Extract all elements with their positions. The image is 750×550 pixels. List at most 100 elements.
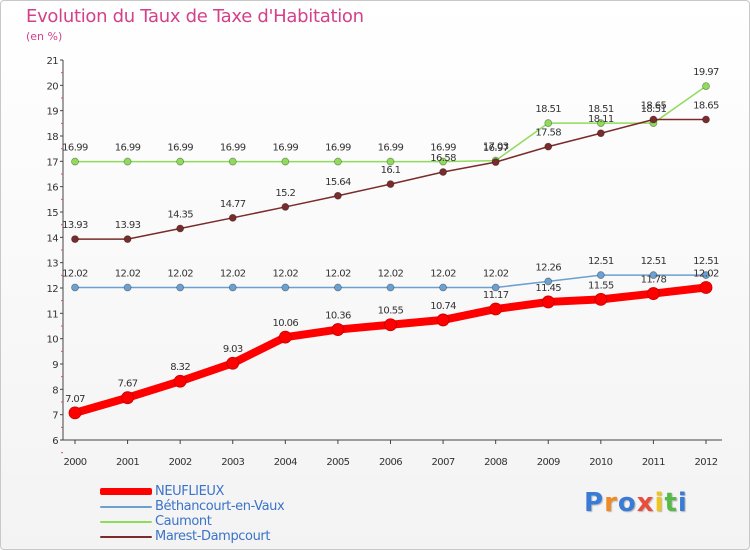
data-label: 18.65 <box>693 101 719 112</box>
data-point <box>649 271 658 279</box>
data-point <box>176 283 185 292</box>
data-label: 15.64 <box>325 177 351 188</box>
data-point <box>491 283 500 292</box>
data-label: 19.97 <box>693 67 719 78</box>
data-label: 16.99 <box>220 143 246 154</box>
data-point <box>439 283 447 292</box>
data-label: 15.2 <box>275 188 295 199</box>
data-label: 11.55 <box>588 280 614 291</box>
data-label: 16.1 <box>381 165 401 176</box>
data-label: 14.77 <box>220 199 246 210</box>
data-point <box>334 283 342 292</box>
data-point <box>228 283 237 292</box>
data-point <box>544 142 553 151</box>
data-point <box>71 157 79 166</box>
data-point <box>331 323 345 336</box>
data-point <box>596 271 605 279</box>
data-point <box>596 119 605 127</box>
legend-label: Béthancourt-en-Vaux <box>155 499 285 514</box>
legend-label: Marest-Dampcourt <box>155 529 271 544</box>
y-tick-label: 14 <box>46 233 58 244</box>
y-tick-label: 21 <box>46 56 58 67</box>
data-point <box>281 157 290 166</box>
data-label: 17.58 <box>535 128 561 139</box>
y-tick-label: 19 <box>46 107 58 118</box>
data-point <box>123 283 132 292</box>
data-point <box>71 235 79 244</box>
data-point <box>123 235 132 244</box>
x-tick-label: 2008 <box>484 457 507 468</box>
y-tick-label: 18 <box>46 132 58 143</box>
data-point <box>386 157 395 166</box>
data-label: 16.58 <box>430 153 456 164</box>
data-label: 13.93 <box>62 220 88 231</box>
data-point <box>649 115 658 124</box>
data-label: 18.51 <box>641 104 667 115</box>
x-tick-label: 2002 <box>169 457 192 468</box>
y-tick-label: 17 <box>46 157 58 168</box>
y-tick-label: 8 <box>52 385 58 396</box>
chart-unit: (en %) <box>26 30 63 43</box>
data-point <box>439 157 447 166</box>
data-label: 12.02 <box>62 268 88 279</box>
data-label: 11.78 <box>641 275 667 286</box>
data-point <box>594 292 608 306</box>
data-label: 10.74 <box>430 301 456 312</box>
data-point <box>647 287 660 300</box>
y-tick-label: 11 <box>46 309 58 320</box>
data-point <box>281 283 290 292</box>
x-tick-label: 2010 <box>589 457 612 468</box>
legend-label: Caumont <box>155 514 212 529</box>
data-label: 10.36 <box>325 311 351 322</box>
data-label: 18.65 <box>641 101 667 112</box>
data-label: 16.97 <box>483 143 509 154</box>
data-label: 12.02 <box>220 268 246 279</box>
data-label: 12.02 <box>378 268 404 279</box>
data-point <box>544 119 553 127</box>
data-point <box>176 157 185 166</box>
data-point <box>334 157 342 166</box>
data-label: 16.99 <box>273 143 299 154</box>
y-tick-label: 12 <box>46 284 58 295</box>
data-label: 8.32 <box>170 362 190 373</box>
data-point <box>386 283 395 292</box>
x-tick-label: 2000 <box>63 457 86 468</box>
data-label: 14.35 <box>167 209 193 220</box>
data-label: 12.02 <box>325 268 351 279</box>
y-tick-label: 6 <box>52 436 58 447</box>
x-tick-label: 2009 <box>537 457 560 468</box>
y-tick-label: 15 <box>46 208 58 219</box>
x-tick-label: 2004 <box>274 457 297 468</box>
data-point <box>439 168 447 176</box>
data-label: 16.99 <box>325 143 351 154</box>
data-point <box>491 158 500 166</box>
data-point <box>544 277 553 286</box>
y-tick-label: 13 <box>46 259 58 270</box>
legend-swatch <box>100 536 152 538</box>
data-point <box>176 224 185 233</box>
data-point <box>123 157 132 166</box>
data-point <box>278 330 292 344</box>
data-point <box>334 191 342 200</box>
y-tick-label: 16 <box>46 183 58 194</box>
data-label: 16.99 <box>167 143 193 154</box>
data-point <box>699 281 713 294</box>
data-label: 11.17 <box>483 290 509 301</box>
data-point <box>702 115 710 124</box>
data-point <box>226 356 240 370</box>
data-point <box>436 313 450 327</box>
legend-swatch <box>100 521 152 523</box>
data-label: 12.02 <box>167 268 193 279</box>
data-point <box>702 82 710 90</box>
data-label: 12.51 <box>588 256 614 267</box>
data-label: 18.51 <box>535 104 561 115</box>
data-point <box>489 302 503 316</box>
data-point <box>384 318 397 332</box>
data-point <box>71 283 79 292</box>
data-label: 12.02 <box>430 268 456 279</box>
y-tick-label: 20 <box>46 81 58 92</box>
data-label: 18.51 <box>588 104 614 115</box>
data-label: 7.67 <box>118 379 138 390</box>
x-tick-label: 2012 <box>694 457 717 468</box>
